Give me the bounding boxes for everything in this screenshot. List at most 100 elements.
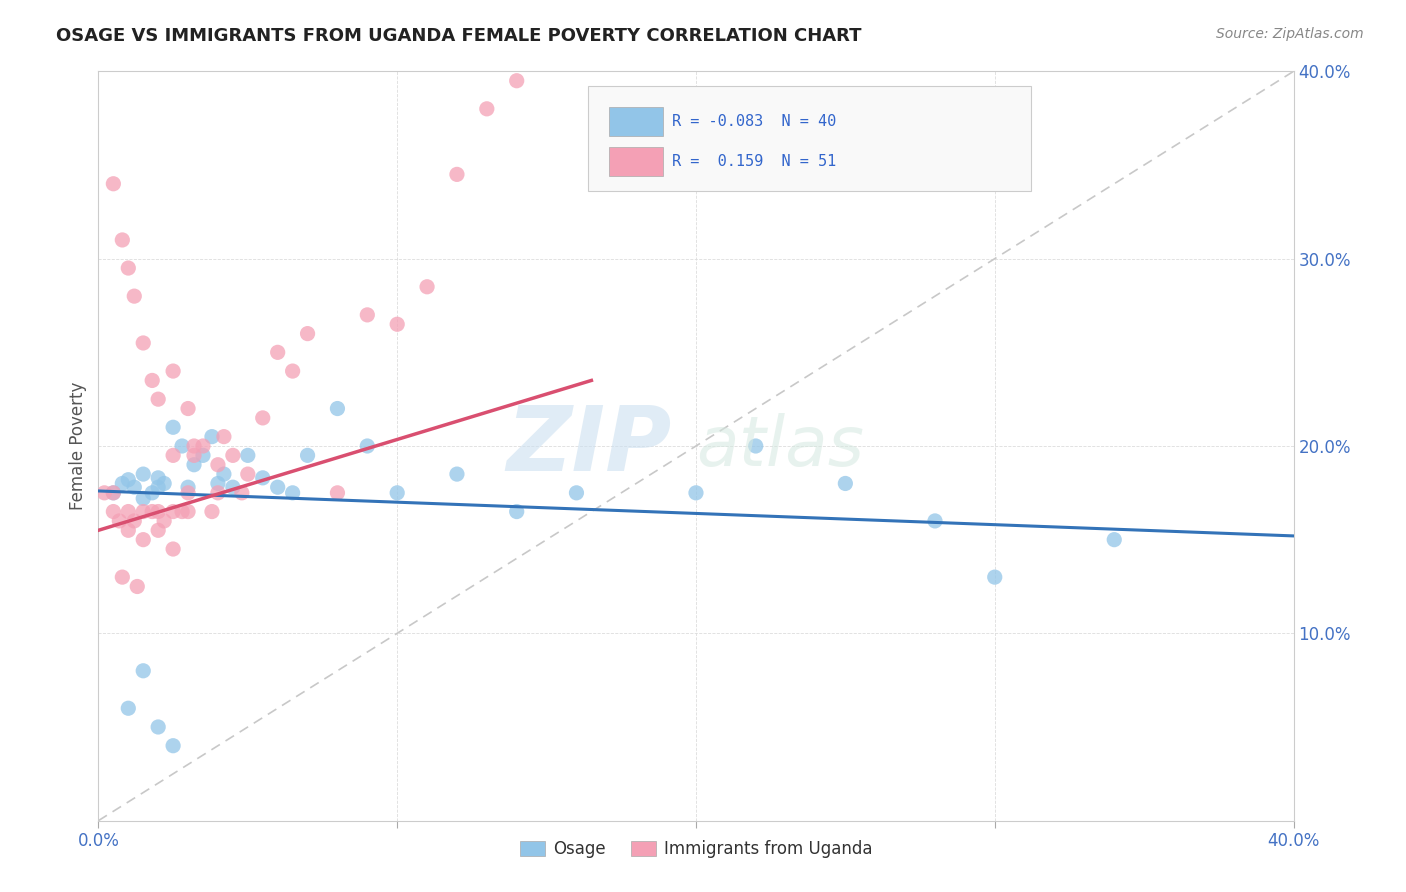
Point — [183, 449, 205, 463]
Point — [132, 491, 155, 506]
Point — [231, 486, 253, 500]
Point — [183, 458, 205, 472]
Point — [356, 439, 378, 453]
Point — [212, 430, 235, 444]
Point — [111, 476, 134, 491]
Point — [148, 524, 170, 538]
Point — [141, 374, 163, 388]
Point — [132, 505, 155, 519]
Point — [506, 505, 529, 519]
Point — [124, 514, 146, 528]
Point — [252, 471, 274, 485]
Point — [834, 476, 856, 491]
Point — [162, 364, 184, 378]
Point — [297, 449, 319, 463]
Point — [148, 471, 170, 485]
Point — [183, 439, 205, 453]
Point — [207, 476, 229, 491]
Point — [565, 486, 588, 500]
Point — [124, 480, 146, 494]
Point — [148, 505, 170, 519]
Y-axis label: Female Poverty: Female Poverty — [69, 382, 87, 510]
Point — [148, 480, 170, 494]
Point — [281, 364, 304, 378]
Point — [124, 289, 146, 303]
Point — [162, 505, 184, 519]
Text: ZIP: ZIP — [506, 402, 672, 490]
Point — [207, 486, 229, 500]
Point — [385, 318, 409, 332]
Point — [117, 505, 139, 519]
Point — [222, 480, 245, 494]
Point — [212, 467, 235, 482]
Point — [201, 430, 224, 444]
Point — [416, 280, 439, 294]
Point — [103, 505, 125, 519]
Point — [93, 486, 115, 500]
Point — [103, 177, 125, 191]
Point — [924, 514, 946, 528]
Point — [297, 326, 319, 341]
Point — [117, 473, 139, 487]
Point — [252, 411, 274, 425]
Point — [281, 486, 304, 500]
Point — [236, 467, 259, 482]
FancyBboxPatch shape — [589, 87, 1031, 191]
Point — [153, 514, 176, 528]
Point — [148, 392, 170, 407]
Point — [141, 486, 163, 500]
Point — [103, 486, 125, 500]
Point — [177, 486, 200, 500]
Point — [103, 486, 125, 500]
Point — [111, 570, 134, 584]
Point — [177, 480, 200, 494]
Point — [162, 449, 184, 463]
Point — [207, 458, 229, 472]
Point — [153, 476, 176, 491]
Point — [141, 505, 163, 519]
Point — [117, 701, 139, 715]
Point — [326, 486, 349, 500]
Point — [326, 401, 349, 416]
Point — [148, 720, 170, 734]
Legend: Osage, Immigrants from Uganda: Osage, Immigrants from Uganda — [513, 833, 879, 864]
Point — [172, 439, 194, 453]
Point — [685, 486, 707, 500]
Point — [162, 420, 184, 434]
Point — [1104, 533, 1126, 547]
Point — [356, 308, 378, 322]
Point — [132, 336, 155, 351]
Point — [172, 505, 194, 519]
Point — [446, 168, 468, 182]
Point — [191, 449, 214, 463]
Point — [162, 739, 184, 753]
Point — [506, 74, 529, 88]
FancyBboxPatch shape — [609, 107, 662, 136]
Point — [117, 524, 139, 538]
Point — [111, 233, 134, 247]
Point — [385, 486, 409, 500]
FancyBboxPatch shape — [609, 147, 662, 176]
Point — [201, 505, 224, 519]
Point — [132, 533, 155, 547]
Point — [177, 505, 200, 519]
Point — [127, 580, 149, 594]
Point — [267, 345, 290, 359]
Text: Source: ZipAtlas.com: Source: ZipAtlas.com — [1216, 27, 1364, 41]
Text: atlas: atlas — [696, 412, 863, 480]
Point — [267, 480, 290, 494]
Point — [162, 542, 184, 557]
Text: R = -0.083  N = 40: R = -0.083 N = 40 — [672, 114, 837, 129]
Point — [132, 664, 155, 678]
Point — [108, 514, 131, 528]
Point — [236, 449, 259, 463]
Point — [984, 570, 1007, 584]
Point — [475, 102, 498, 116]
Text: R =  0.159  N = 51: R = 0.159 N = 51 — [672, 153, 837, 169]
Point — [446, 467, 468, 482]
Point — [191, 439, 214, 453]
Point — [177, 401, 200, 416]
Point — [222, 449, 245, 463]
Point — [745, 439, 768, 453]
Text: OSAGE VS IMMIGRANTS FROM UGANDA FEMALE POVERTY CORRELATION CHART: OSAGE VS IMMIGRANTS FROM UGANDA FEMALE P… — [56, 27, 862, 45]
